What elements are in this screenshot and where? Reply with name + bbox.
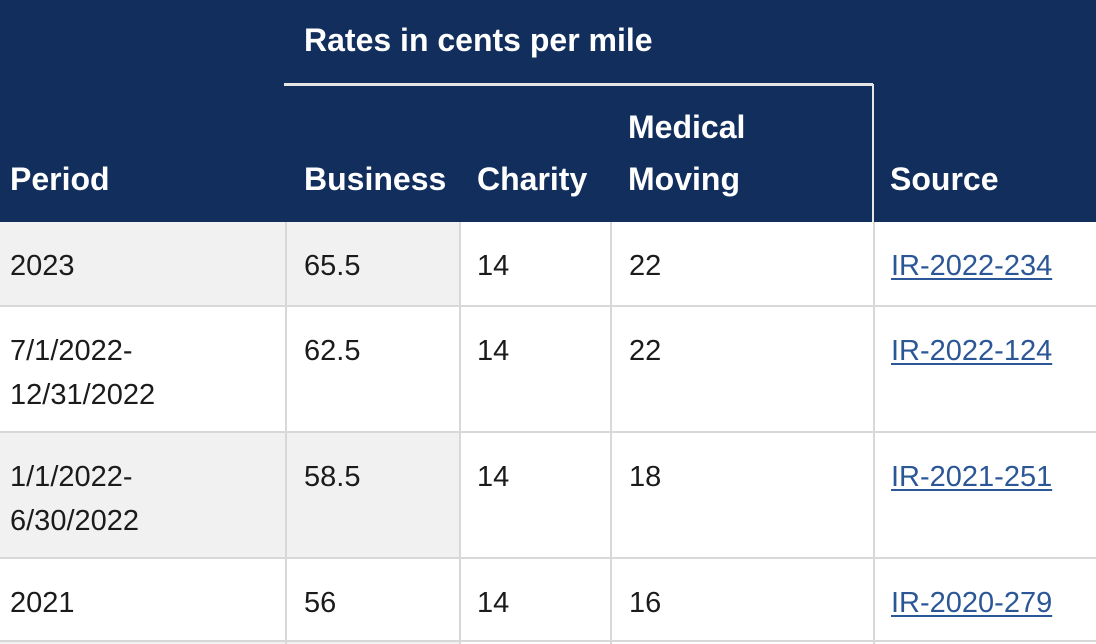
- column-header-business: Business: [304, 161, 447, 197]
- source-link[interactable]: IR-2022-234: [891, 250, 1053, 282]
- source-link[interactable]: IR-2021-251: [891, 461, 1053, 493]
- column-header-moving: Moving: [628, 161, 740, 197]
- charity-rate-cell: 14: [459, 433, 610, 557]
- column-header-medical: Medical: [628, 109, 746, 145]
- charity-rate-cell: 14: [459, 222, 610, 305]
- business-rate-cell: [285, 642, 459, 644]
- charity-rate-cell: 14: [459, 307, 610, 431]
- period-cell: 1/1/2022- 6/30/2022: [0, 433, 285, 557]
- table-header: Rates in cents per mile Period Business …: [0, 0, 1096, 222]
- charity-rate-cell: [459, 642, 610, 644]
- period-cell: 2023: [0, 222, 285, 305]
- source-cell: IR-2022-124: [873, 307, 1096, 431]
- business-rate-cell: 65.5: [285, 222, 459, 305]
- group-header-divider: [284, 83, 873, 86]
- table-row: 2021 56 14 16 IR-2020-279: [0, 559, 1096, 642]
- period-cell: [0, 642, 285, 644]
- table-row: 1/1/2022- 6/30/2022 58.5 14 18 IR-2021-2…: [0, 433, 1096, 559]
- table-row: 2023 65.5 14 22 IR-2022-234: [0, 222, 1096, 307]
- business-rate-cell: 58.5: [285, 433, 459, 557]
- source-cell: IR-2020-279: [873, 559, 1096, 640]
- rates-group-header: Rates in cents per mile: [304, 22, 653, 58]
- column-header-period: Period: [10, 161, 110, 197]
- source-link[interactable]: IR-2020-279: [891, 587, 1053, 619]
- charity-rate-cell: 14: [459, 559, 610, 640]
- source-link[interactable]: IR-2022-124: [891, 335, 1053, 367]
- table-row: 7/1/2022- 12/31/2022 62.5 14 22 IR-2022-…: [0, 307, 1096, 433]
- column-header-charity: Charity: [477, 161, 588, 197]
- source-cell: IR-2022-234: [873, 222, 1096, 305]
- period-text: 2021: [10, 587, 75, 619]
- medical-moving-rate-cell: 18: [610, 433, 873, 557]
- source-column-divider: [872, 84, 874, 222]
- source-cell: IR-2021-251: [873, 433, 1096, 557]
- medical-moving-rate-cell: 22: [610, 222, 873, 305]
- period-text: 2023: [10, 250, 75, 282]
- period-cell: 7/1/2022- 12/31/2022: [0, 307, 285, 431]
- medical-moving-rate-cell: [610, 642, 873, 644]
- source-cell: [873, 642, 1096, 644]
- business-rate-cell: 62.5: [285, 307, 459, 431]
- business-rate-cell: 56: [285, 559, 459, 640]
- period-text: 7/1/2022- 12/31/2022: [10, 335, 156, 411]
- medical-moving-rate-cell: 16: [610, 559, 873, 640]
- table-row-partial: [0, 642, 1096, 644]
- period-cell: 2021: [0, 559, 285, 640]
- period-text: 1/1/2022- 6/30/2022: [10, 461, 140, 537]
- medical-moving-rate-cell: 22: [610, 307, 873, 431]
- column-header-source: Source: [890, 161, 999, 197]
